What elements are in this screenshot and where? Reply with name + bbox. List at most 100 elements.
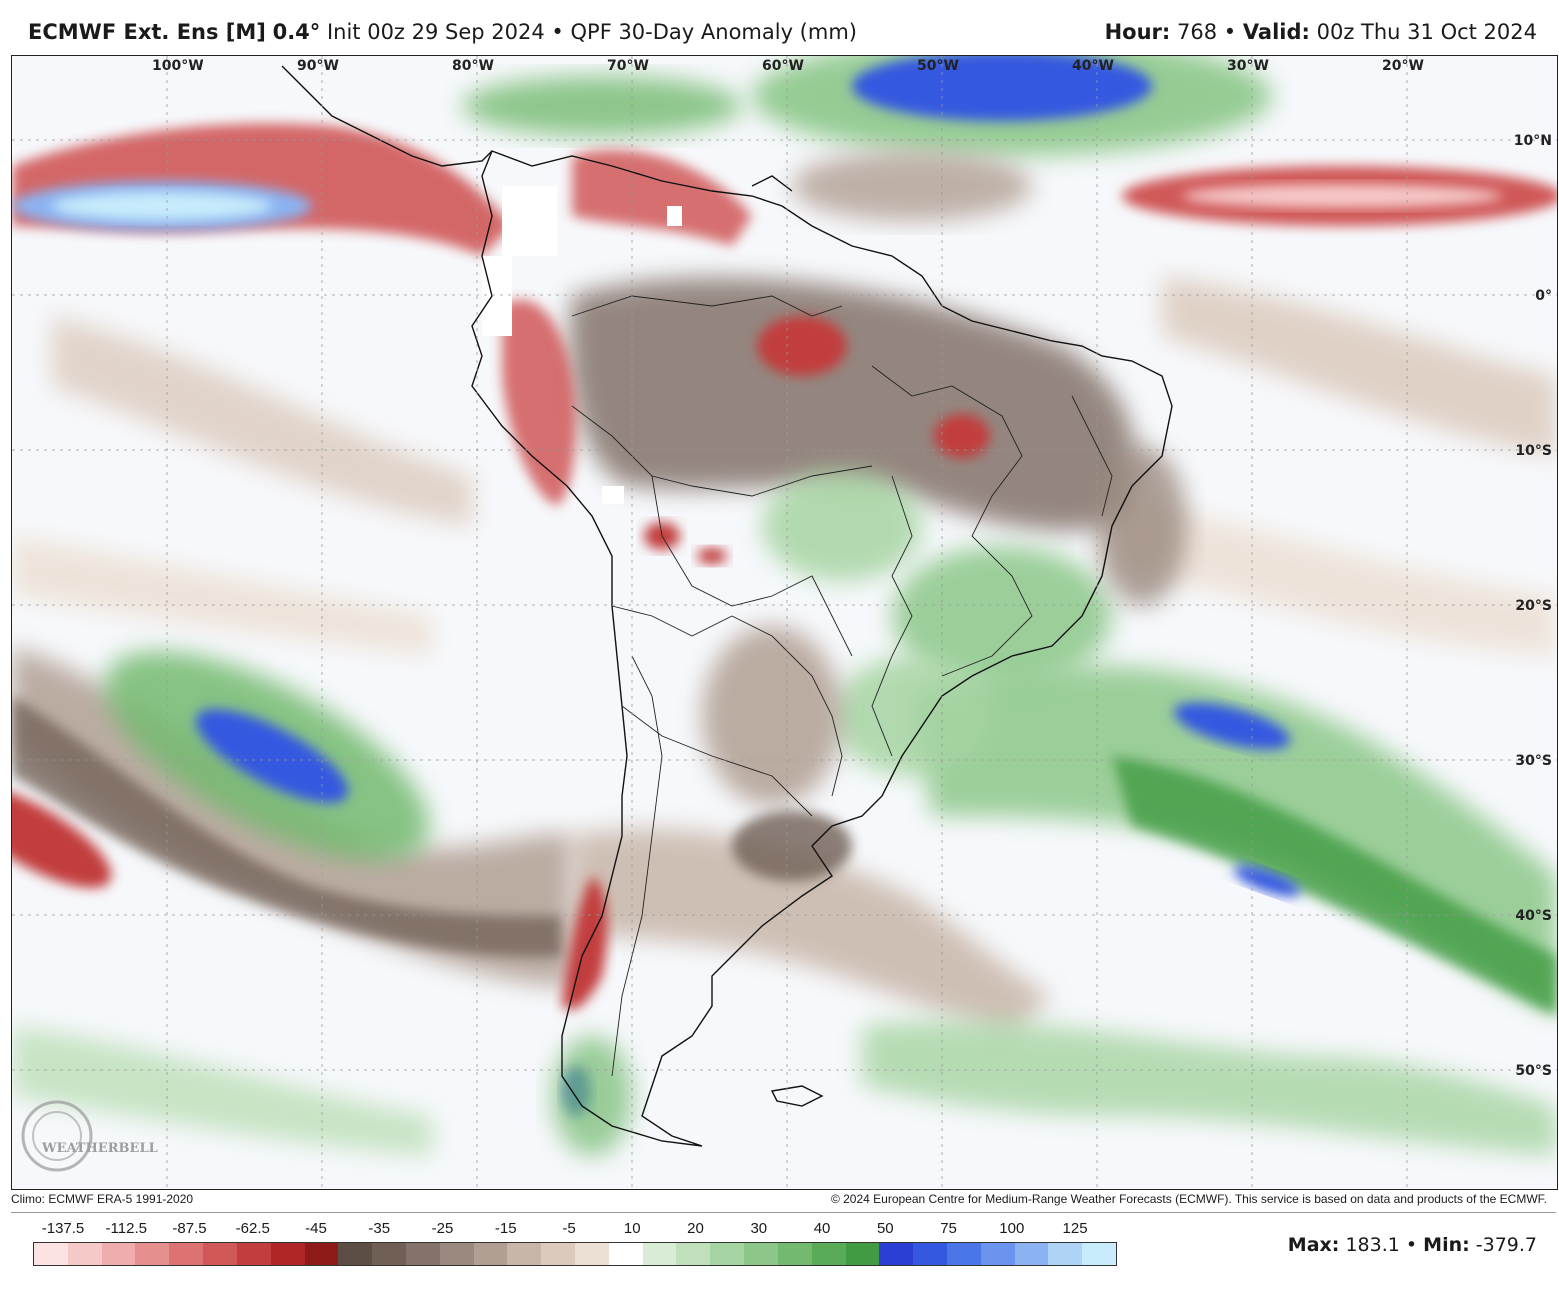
anomaly-wet-area bbox=[892, 546, 1112, 686]
anomaly-dry-core bbox=[572, 149, 752, 246]
anomaly-dry-band bbox=[12, 696, 562, 957]
missing-data-patch bbox=[667, 206, 682, 226]
max-value: 183.1 bbox=[1345, 1234, 1400, 1256]
colorbar-tick-label: 100 bbox=[999, 1220, 1025, 1237]
anomaly-wet-area bbox=[552, 1036, 632, 1156]
colorbar-tick-label: 30 bbox=[750, 1220, 768, 1237]
weatherbell-logo: WEATHERBELL bbox=[21, 1100, 158, 1172]
logo-text: WEATHERBELL bbox=[41, 1141, 158, 1156]
anomaly-dry-core bbox=[934, 414, 990, 458]
colorbar-swatch bbox=[541, 1243, 575, 1265]
south-america-coastline bbox=[471, 150, 1173, 1147]
lon-label: 80°W bbox=[452, 58, 494, 74]
colorbar-tick-label: -137.5 bbox=[41, 1220, 85, 1237]
anomaly-dry-core bbox=[562, 876, 608, 1010]
anomaly-wet-band bbox=[862, 1020, 1557, 1156]
max-label: Max: bbox=[1287, 1234, 1340, 1256]
anomaly-wet-area bbox=[462, 76, 742, 136]
colorbar-swatch bbox=[473, 1243, 508, 1265]
country-border bbox=[621, 705, 813, 817]
max-min-stats: Max: 183.1 • Min: -379.7 bbox=[1288, 1234, 1537, 1256]
anomaly-dry-core bbox=[502, 299, 577, 506]
colorbar-swatch bbox=[439, 1243, 474, 1265]
colorbar-tick-label: 75 bbox=[940, 1220, 957, 1237]
country-border bbox=[611, 655, 663, 1077]
colorbar-swatch bbox=[946, 1243, 981, 1265]
anomaly-dry-area bbox=[1097, 446, 1187, 606]
colorbar-swatch bbox=[744, 1243, 778, 1265]
colorbar-swatch bbox=[270, 1243, 305, 1265]
anomaly-dry-band bbox=[1112, 496, 1557, 656]
colorbar-swatch bbox=[845, 1243, 880, 1265]
copyright-note: © 2024 European Centre for Medium-Range … bbox=[830, 1192, 1547, 1206]
anomaly-wet-core bbox=[1173, 702, 1291, 750]
anomaly-wet-band bbox=[1112, 756, 1557, 1016]
model-resolution: 0.4° bbox=[272, 20, 321, 44]
colorbar-swatch bbox=[1014, 1243, 1049, 1265]
anomaly-dry-area bbox=[732, 811, 852, 881]
anomaly-dry-area bbox=[702, 626, 842, 806]
graticule bbox=[12, 56, 1557, 1189]
coastlines bbox=[281, 65, 1173, 1147]
anomaly-dry-core bbox=[757, 316, 847, 376]
lat-label: 30°S bbox=[1515, 753, 1552, 769]
missing-data-patch bbox=[602, 486, 624, 504]
colorbar-swatch bbox=[913, 1243, 947, 1265]
colorbar-tick-label: -15 bbox=[494, 1220, 517, 1237]
longitude-labels: 100°W 90°W 80°W 70°W 60°W 50°W 40°W 30°W… bbox=[152, 58, 1424, 74]
model-name: ECMWF Ext. Ens [M] bbox=[28, 20, 266, 44]
lat-label: 10°S bbox=[1515, 443, 1552, 459]
colorbar-swatch bbox=[507, 1243, 542, 1265]
anomaly-wet-area bbox=[852, 56, 1152, 121]
country-border bbox=[611, 605, 733, 637]
colorbar-swatch bbox=[135, 1243, 170, 1265]
colorbar-tick-label: -45 bbox=[305, 1220, 327, 1237]
colorbar-tick-label: -25 bbox=[431, 1220, 454, 1237]
colorbar-swatch bbox=[980, 1243, 1015, 1265]
colorbar-swatch bbox=[101, 1243, 136, 1265]
country-border bbox=[871, 475, 913, 757]
anomaly-field bbox=[12, 56, 1557, 1156]
min-value: -379.7 bbox=[1475, 1234, 1537, 1256]
anomaly-dry-core bbox=[697, 548, 727, 564]
lon-label: 70°W bbox=[607, 58, 649, 74]
lat-label: 20°S bbox=[1515, 598, 1552, 614]
colorbar-swatch bbox=[575, 1243, 609, 1265]
colorbar-tick-label: -35 bbox=[368, 1220, 391, 1237]
colorbar-tick-label: -5 bbox=[562, 1220, 576, 1237]
colorbar-swatch bbox=[304, 1243, 339, 1265]
colorbar-tick-label: 50 bbox=[876, 1220, 894, 1237]
min-label: Min: bbox=[1423, 1234, 1470, 1256]
colorbar bbox=[33, 1242, 1117, 1266]
colorbar-swatch bbox=[642, 1243, 677, 1265]
lat-label: 50°S bbox=[1515, 1063, 1552, 1079]
logo-swirl-icon bbox=[21, 1100, 93, 1172]
colorbar-tick-label: -112.5 bbox=[105, 1220, 147, 1237]
colorbar-labels: -137.5 -112.5 -87.5 -62.5 -45 -35 -25 -15 -5 10 20… bbox=[33, 1220, 1115, 1240]
anomaly-dry-band bbox=[12, 536, 432, 656]
lat-label: 10°N bbox=[1514, 133, 1552, 149]
lat-label: 0° bbox=[1535, 288, 1552, 304]
colorbar-tick-label: 40 bbox=[813, 1220, 831, 1237]
colorbar-swatch bbox=[1048, 1243, 1083, 1265]
anomaly-wet-area bbox=[195, 709, 349, 803]
anomaly-map: 100°W 90°W 80°W 70°W 60°W 50°W 40°W 30°W… bbox=[11, 55, 1558, 1190]
colorbar-swatch bbox=[372, 1243, 406, 1265]
anomaly-dry-band bbox=[572, 828, 1052, 1036]
country-border bbox=[571, 295, 843, 317]
map-canvas: 100°W 90°W 80°W 70°W 60°W 50°W 40°W 30°W… bbox=[12, 56, 1557, 1189]
country-border bbox=[651, 475, 853, 657]
country-borders bbox=[571, 295, 1113, 1077]
valid-label: Valid: bbox=[1242, 20, 1310, 44]
colorbar-swatch bbox=[34, 1243, 68, 1265]
hour-value: 768 bbox=[1176, 20, 1218, 44]
product-name: QPF 30-Day Anomaly (mm) bbox=[570, 20, 857, 44]
central-america-coastline bbox=[281, 65, 493, 167]
colorbar-swatch bbox=[879, 1243, 914, 1265]
colorbar-swatch bbox=[811, 1243, 846, 1265]
latitude-labels: 10°N 0° 10°S 20°S 30°S 40°S 50°S bbox=[1514, 133, 1552, 1079]
anomaly-wet-area bbox=[762, 471, 922, 581]
colorbar-swatch bbox=[67, 1243, 102, 1265]
colorbar-swatch bbox=[608, 1243, 643, 1265]
colorbar-swatch bbox=[1082, 1243, 1116, 1265]
